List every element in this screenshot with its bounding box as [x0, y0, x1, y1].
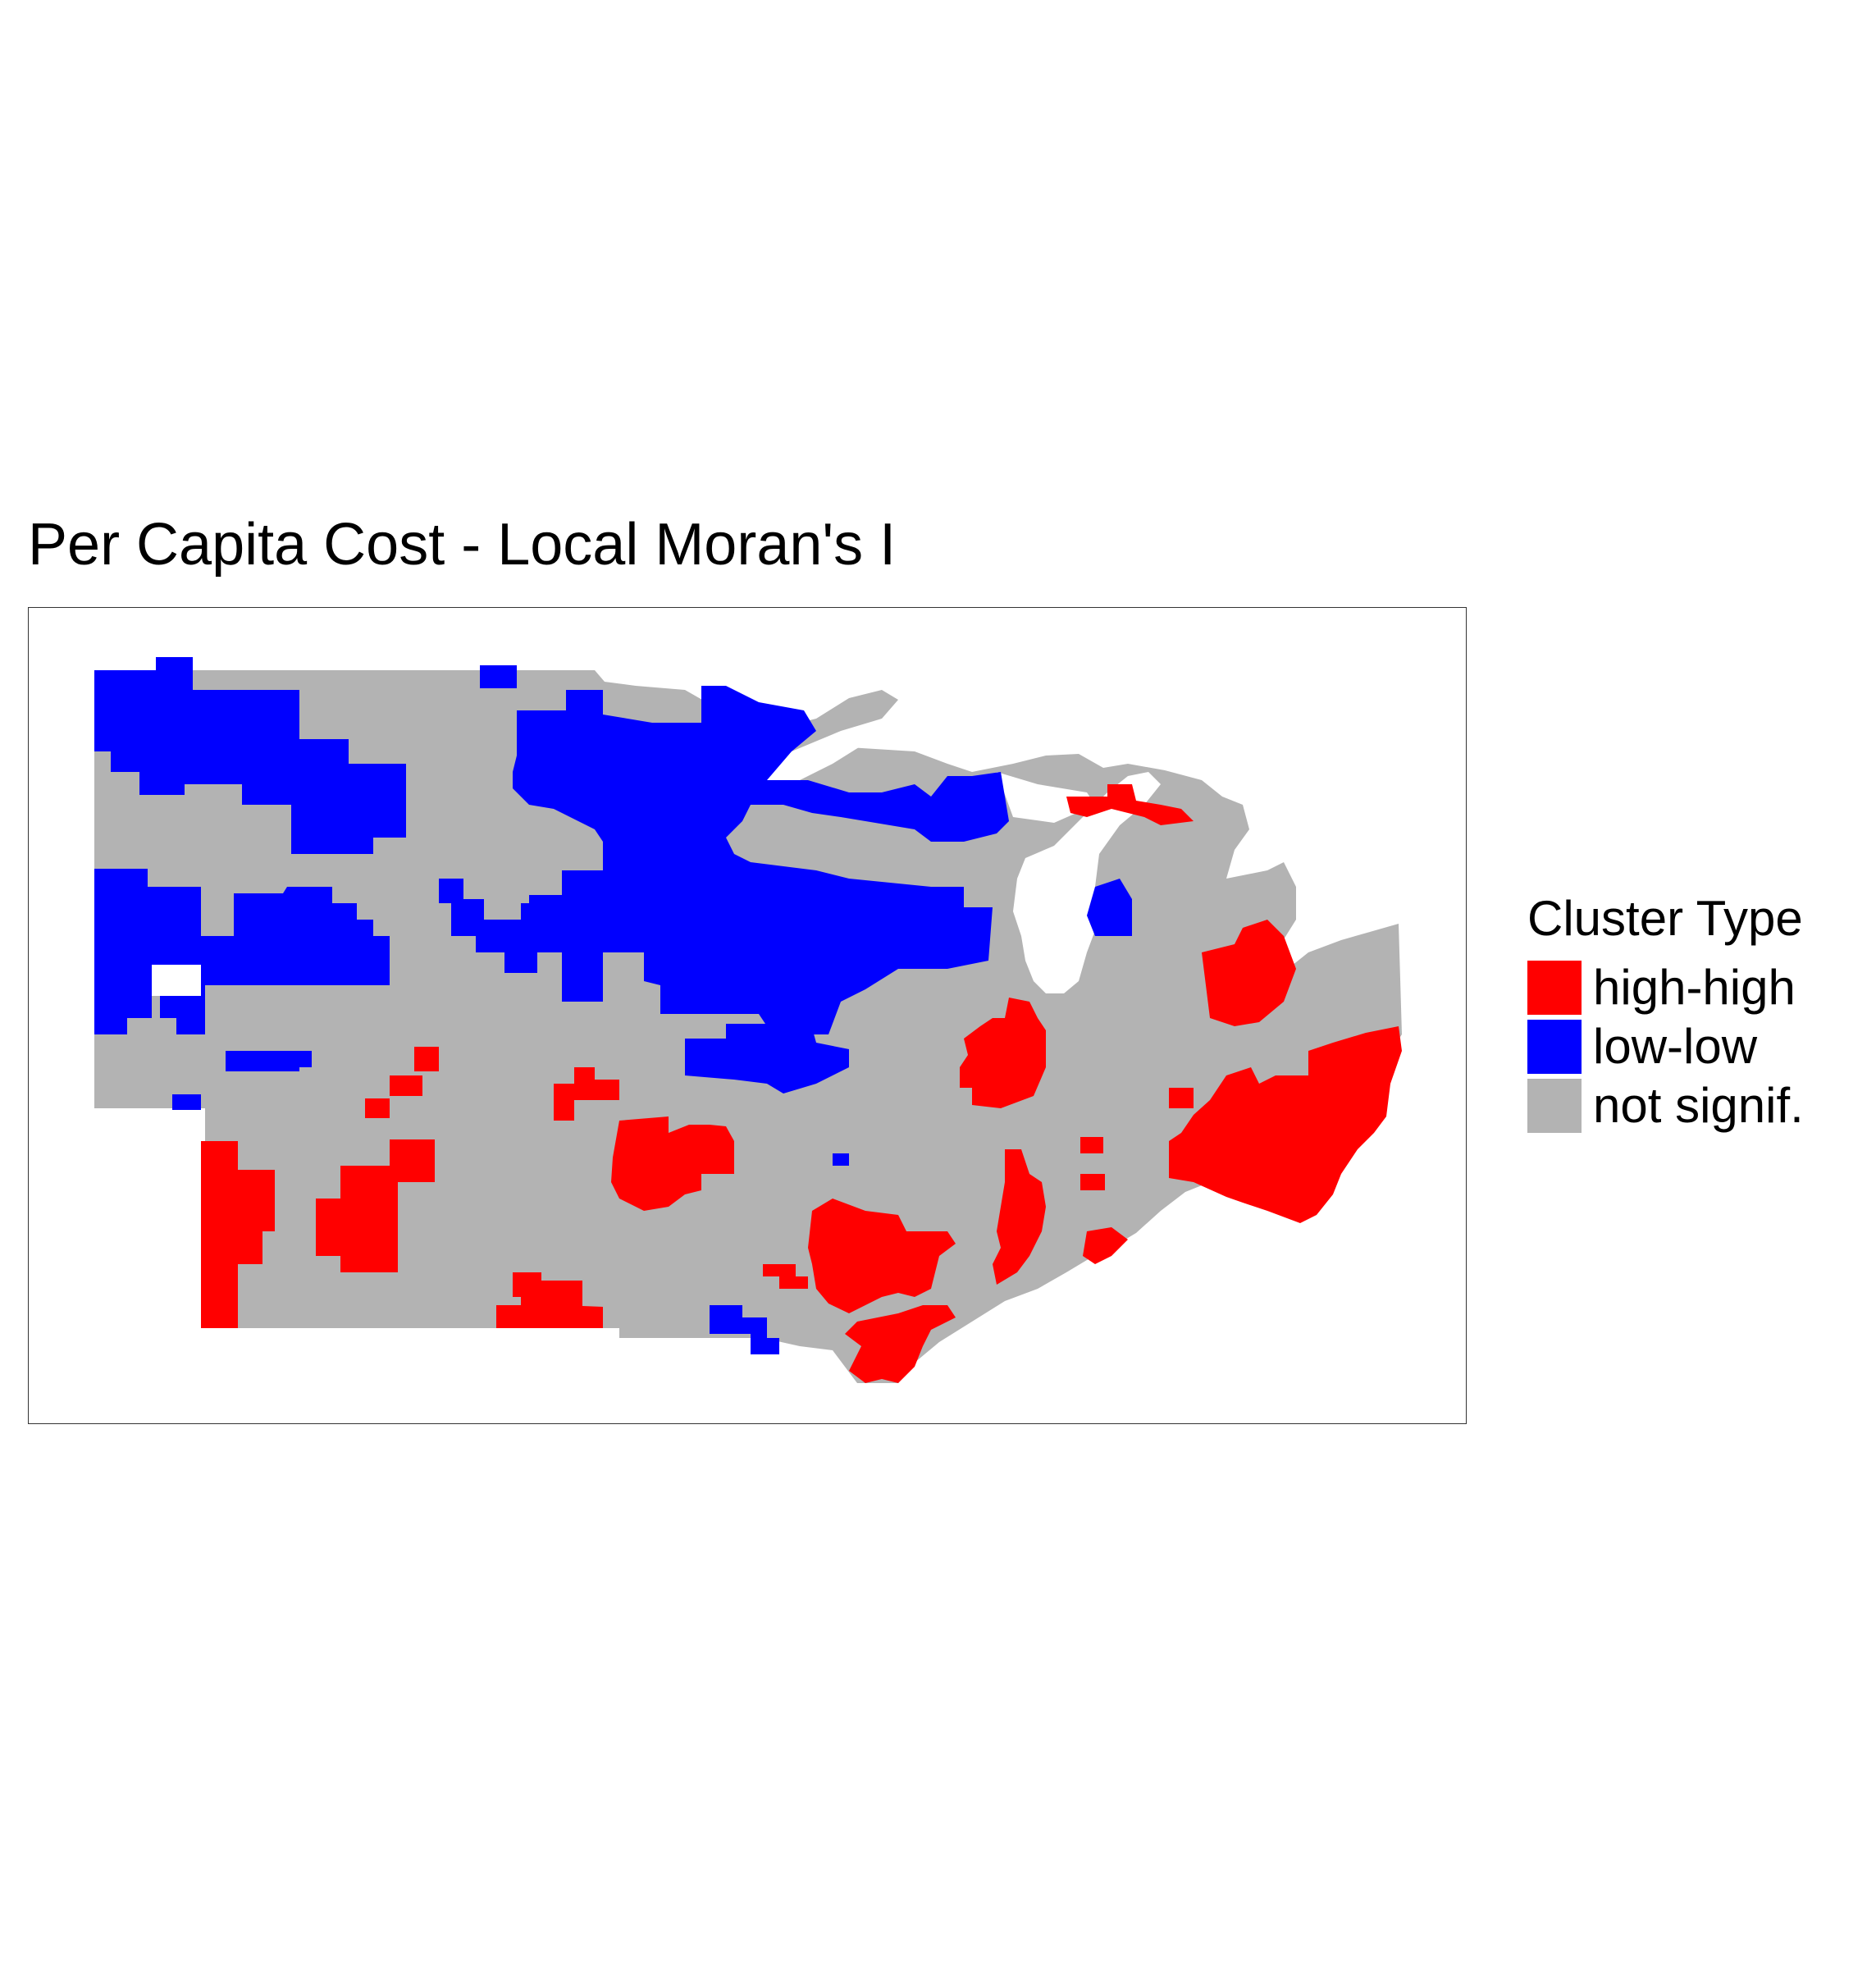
legend-label: not signif.	[1593, 1078, 1804, 1133]
lake-superior-bay	[751, 710, 915, 788]
lake-michigan	[1013, 772, 1161, 993]
legend-title: Cluster Type	[1527, 891, 1803, 946]
legend-swatch-high-high	[1527, 961, 1582, 1015]
legend-label: high-high	[1593, 960, 1796, 1015]
legend-item-low-low: low-low	[1527, 1017, 1804, 1076]
legend-label: low-low	[1593, 1019, 1758, 1074]
legend-swatch-low-low	[1527, 1020, 1582, 1074]
missing-county	[152, 965, 201, 996]
legend-item-high-high: high-high	[1527, 958, 1804, 1017]
legend: Cluster Type high-high low-low not signi…	[1527, 894, 1804, 1135]
choropleth-map	[94, 657, 1402, 1383]
high-high-clusters	[201, 784, 1402, 1383]
map-panel	[28, 607, 1467, 1424]
legend-item-not-signif: not signif.	[1527, 1076, 1804, 1135]
legend-swatch-not-signif	[1527, 1079, 1582, 1133]
map-title: Per Capita Cost - Local Moran's I	[28, 512, 897, 578]
